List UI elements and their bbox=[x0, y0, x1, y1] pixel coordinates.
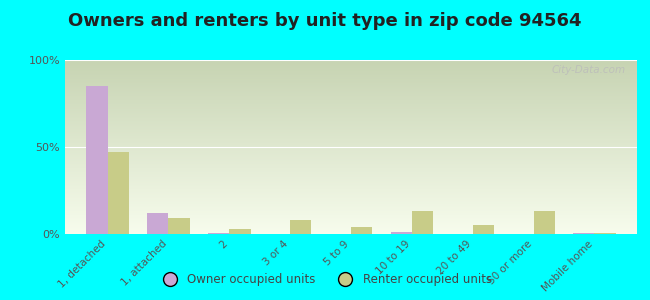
Bar bbox=[594, 233, 616, 234]
Bar bbox=[86, 86, 108, 234]
Bar bbox=[412, 212, 433, 234]
Bar bbox=[573, 233, 594, 234]
Bar bbox=[147, 213, 168, 234]
Legend: Owner occupied units, Renter occupied units: Owner occupied units, Renter occupied un… bbox=[153, 269, 497, 291]
Bar bbox=[168, 218, 190, 234]
Bar bbox=[534, 212, 555, 234]
Bar bbox=[351, 227, 372, 234]
Text: City-Data.com: City-Data.com bbox=[551, 65, 625, 75]
Bar bbox=[473, 225, 494, 234]
Bar bbox=[108, 152, 129, 234]
Bar bbox=[229, 229, 251, 234]
Bar bbox=[208, 233, 229, 234]
Bar bbox=[391, 232, 412, 234]
Bar bbox=[290, 220, 311, 234]
Text: Owners and renters by unit type in zip code 94564: Owners and renters by unit type in zip c… bbox=[68, 12, 582, 30]
